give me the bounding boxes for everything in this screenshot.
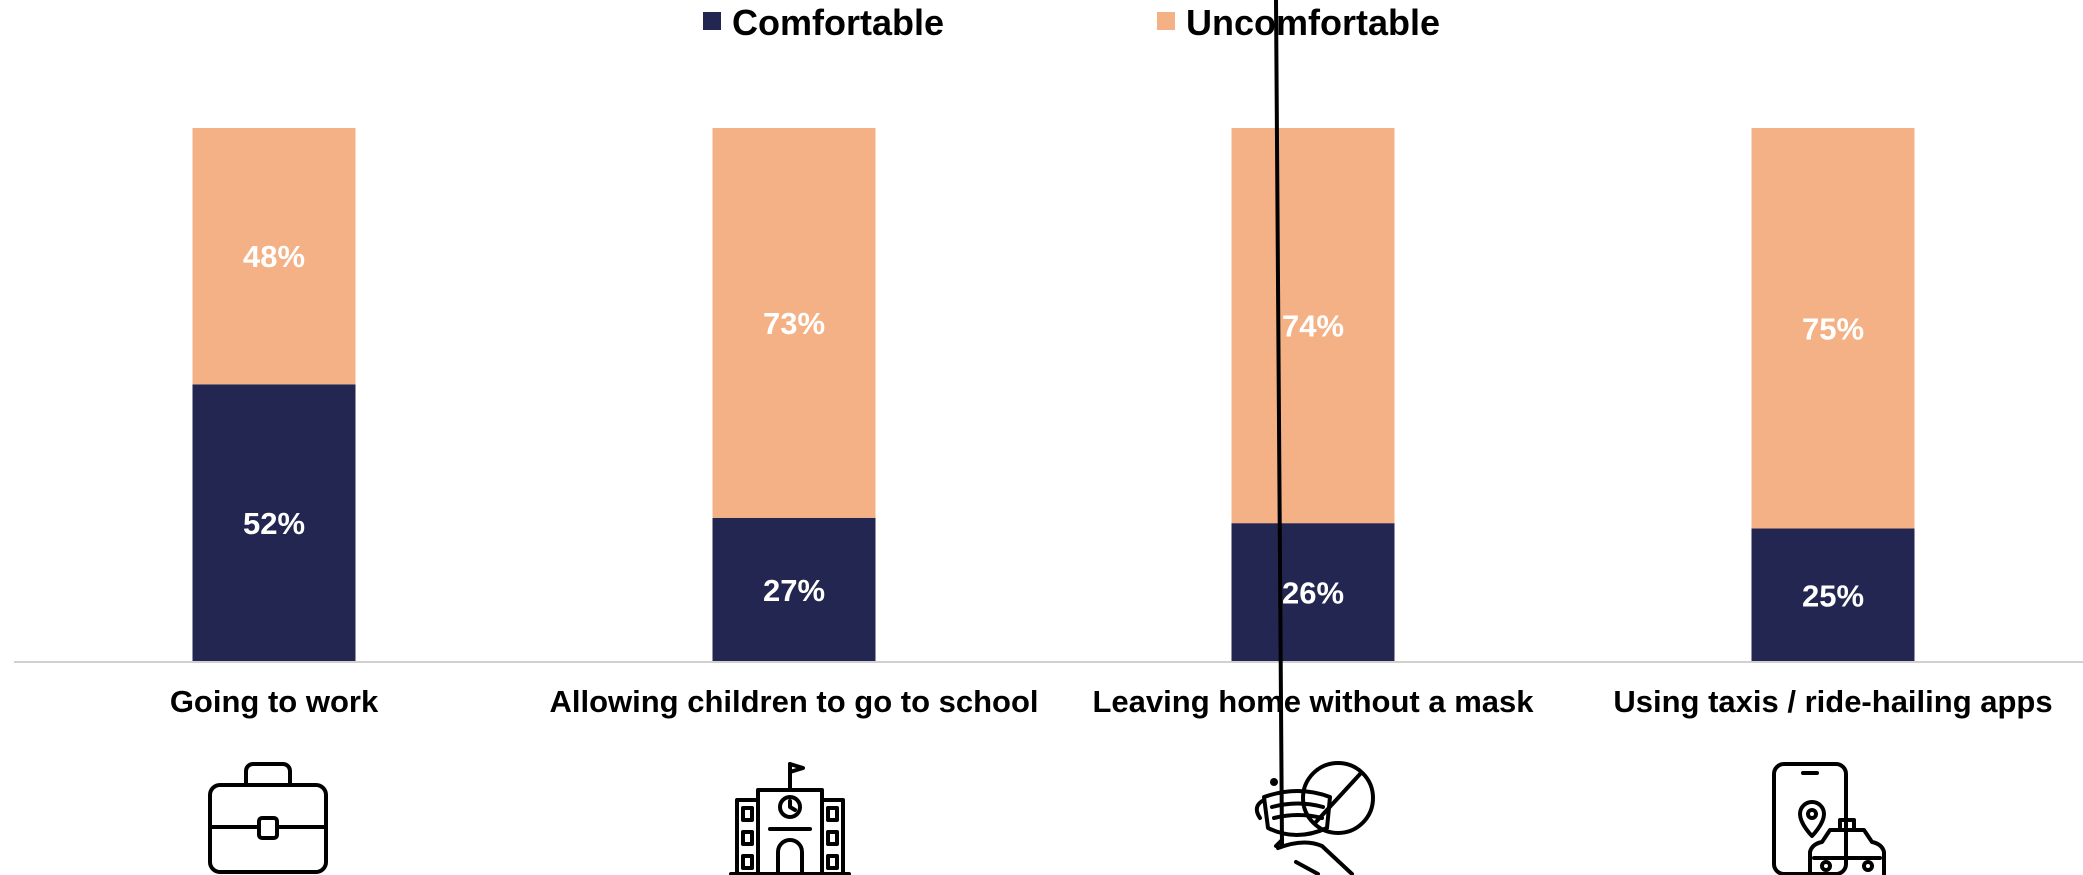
data-label-comfortable-2: 26% <box>1282 576 1344 611</box>
category-labels: Going to work Allowing children to go to … <box>170 684 2053 719</box>
category-label-1: Allowing children to go to school <box>549 684 1038 719</box>
bar-comfortable-3 <box>1751 528 1915 662</box>
legend-label-uncomfortable: Uncomfortable <box>1186 2 1440 43</box>
bar-uncomfortable-0 <box>192 128 356 385</box>
no-mask-icon <box>1254 0 1375 875</box>
bar-uncomfortable-1 <box>712 128 876 518</box>
bar-comfortable-1 <box>712 517 876 662</box>
category-label-2: Leaving home without a mask <box>1093 684 1535 719</box>
data-label-comfortable-3: 25% <box>1802 578 1864 613</box>
bar-uncomfortable-2 <box>1231 128 1395 524</box>
legend-swatch-uncomfortable <box>1157 12 1175 30</box>
bars: 52% 48% 27% 73% 26% 74% 25% 75% <box>192 128 1915 662</box>
legend-label-comfortable: Comfortable <box>732 2 944 43</box>
data-label-comfortable-0: 52% <box>243 506 305 541</box>
briefcase-icon <box>208 762 328 874</box>
legend-swatch-comfortable <box>703 12 721 30</box>
data-label-uncomfortable-2: 74% <box>1282 309 1344 344</box>
bar-comfortable-0 <box>192 384 356 662</box>
data-label-comfortable-1: 27% <box>763 573 825 608</box>
bar-comfortable-2 <box>1231 523 1395 662</box>
bar-uncomfortable-3 <box>1751 128 1915 529</box>
legend: Comfortable Uncomfortable <box>703 2 1440 43</box>
category-label-3: Using taxis / ride-hailing apps <box>1613 684 2052 719</box>
data-label-uncomfortable-0: 48% <box>243 239 305 274</box>
school-building-icon <box>729 762 851 875</box>
category-label-0: Going to work <box>170 684 379 719</box>
data-label-uncomfortable-3: 75% <box>1802 311 1864 346</box>
data-label-uncomfortable-1: 73% <box>763 306 825 341</box>
taxi-app-icon <box>1772 762 1886 875</box>
